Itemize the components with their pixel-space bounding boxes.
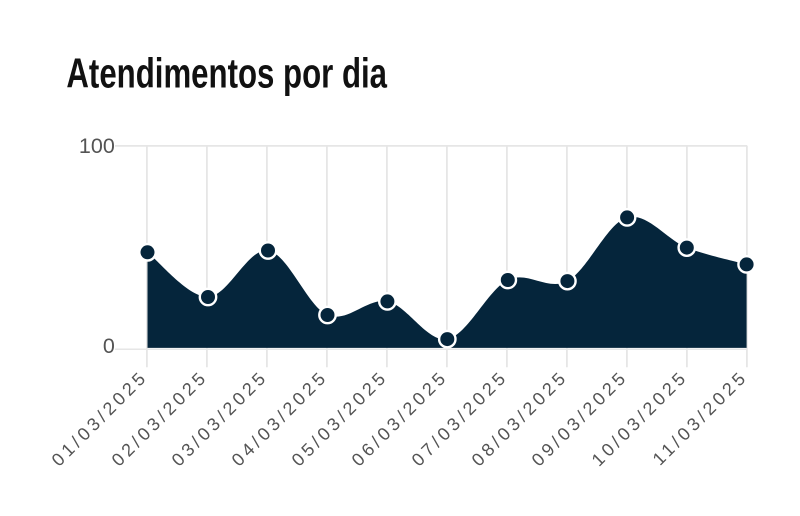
svg-text:Atendimentos por dia: Atendimentos por dia	[66, 50, 387, 97]
svg-text:100: 100	[79, 134, 115, 158]
svg-text:0: 0	[103, 334, 115, 358]
